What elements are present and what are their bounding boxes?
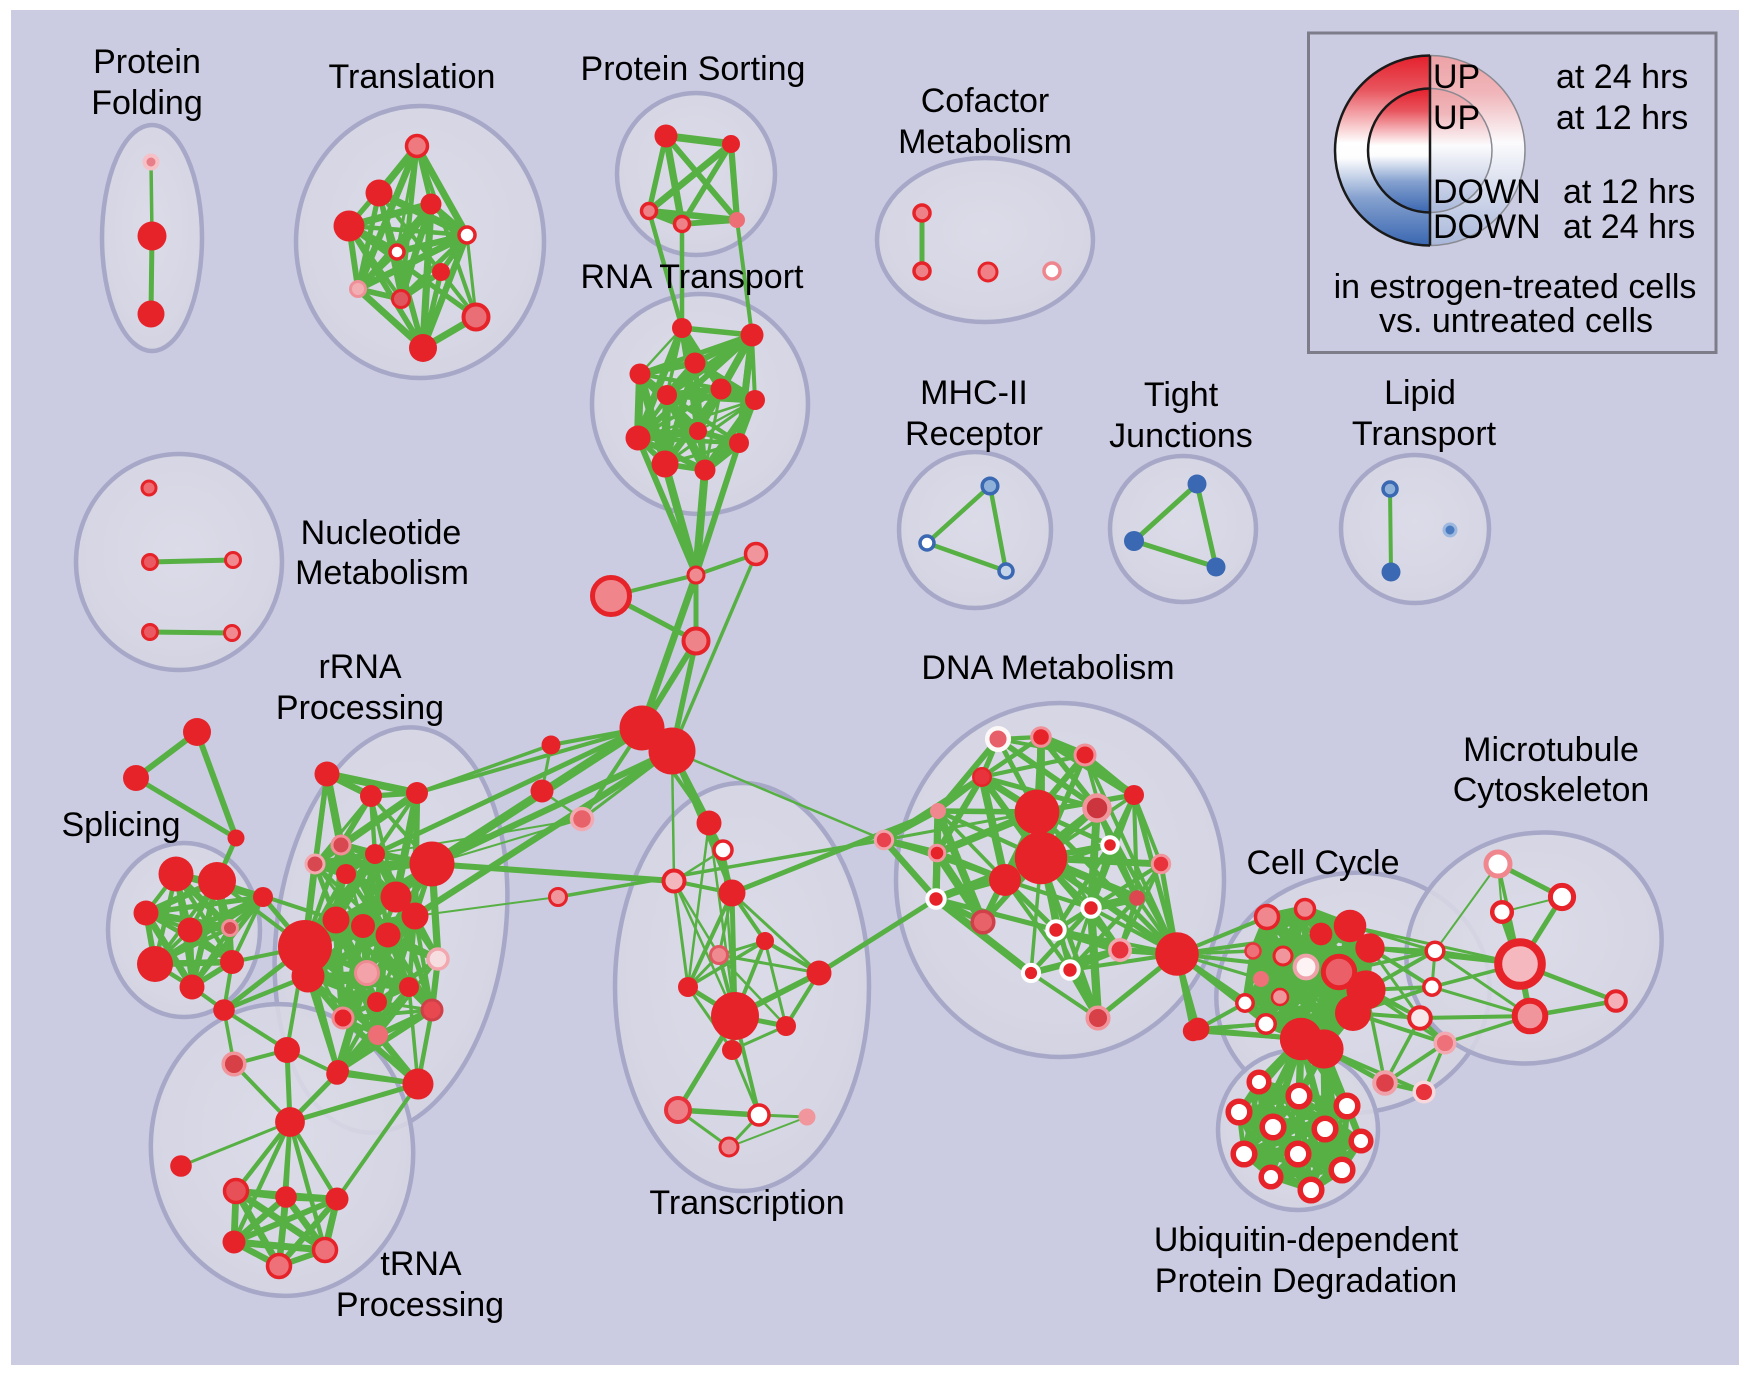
svg-text:Protein Degradation: Protein Degradation	[1155, 1262, 1457, 1300]
svg-text:Folding: Folding	[91, 84, 203, 122]
svg-text:Splicing: Splicing	[61, 806, 180, 844]
svg-text:in estrogen-treated cells: in estrogen-treated cells	[1334, 268, 1697, 306]
svg-text:Cell Cycle: Cell Cycle	[1246, 844, 1399, 882]
svg-text:rRNA: rRNA	[318, 648, 401, 686]
svg-text:Processing: Processing	[276, 689, 444, 727]
svg-text:Processing: Processing	[336, 1286, 504, 1324]
svg-text:Transcription: Transcription	[649, 1184, 844, 1222]
svg-text:at 24 hrs: at 24 hrs	[1556, 58, 1688, 96]
svg-text:UP: UP	[1433, 99, 1480, 137]
svg-text:Cytoskeleton: Cytoskeleton	[1453, 771, 1650, 809]
svg-text:Lipid: Lipid	[1384, 374, 1456, 412]
svg-text:Junctions: Junctions	[1109, 417, 1253, 455]
svg-text:Tight: Tight	[1144, 376, 1219, 414]
svg-text:Microtubule: Microtubule	[1463, 731, 1639, 769]
svg-text:at 12 hrs: at 12 hrs	[1563, 173, 1695, 211]
svg-text:vs. untreated cells: vs. untreated cells	[1379, 302, 1653, 340]
svg-text:DOWN: DOWN	[1433, 208, 1541, 246]
svg-text:tRNA: tRNA	[380, 1245, 462, 1283]
svg-text:Protein Sorting: Protein Sorting	[581, 50, 806, 88]
svg-text:Protein: Protein	[93, 43, 201, 81]
svg-text:Nucleotide: Nucleotide	[301, 514, 462, 552]
svg-text:RNA Transport: RNA Transport	[581, 258, 805, 296]
svg-text:Transport: Transport	[1352, 415, 1497, 453]
svg-text:Receptor: Receptor	[905, 415, 1043, 453]
svg-text:at 24 hrs: at 24 hrs	[1563, 208, 1695, 246]
svg-text:Translation: Translation	[329, 58, 496, 96]
svg-text:Metabolism: Metabolism	[295, 554, 469, 592]
svg-text:Metabolism: Metabolism	[898, 123, 1072, 161]
svg-text:DOWN: DOWN	[1433, 173, 1541, 211]
svg-text:DNA Metabolism: DNA Metabolism	[921, 649, 1174, 687]
svg-text:Ubiquitin-dependent: Ubiquitin-dependent	[1154, 1221, 1459, 1259]
svg-text:at 12 hrs: at 12 hrs	[1556, 99, 1688, 137]
svg-text:MHC-II: MHC-II	[920, 374, 1028, 412]
svg-text:Cofactor: Cofactor	[921, 82, 1050, 120]
svg-text:UP: UP	[1433, 58, 1480, 96]
